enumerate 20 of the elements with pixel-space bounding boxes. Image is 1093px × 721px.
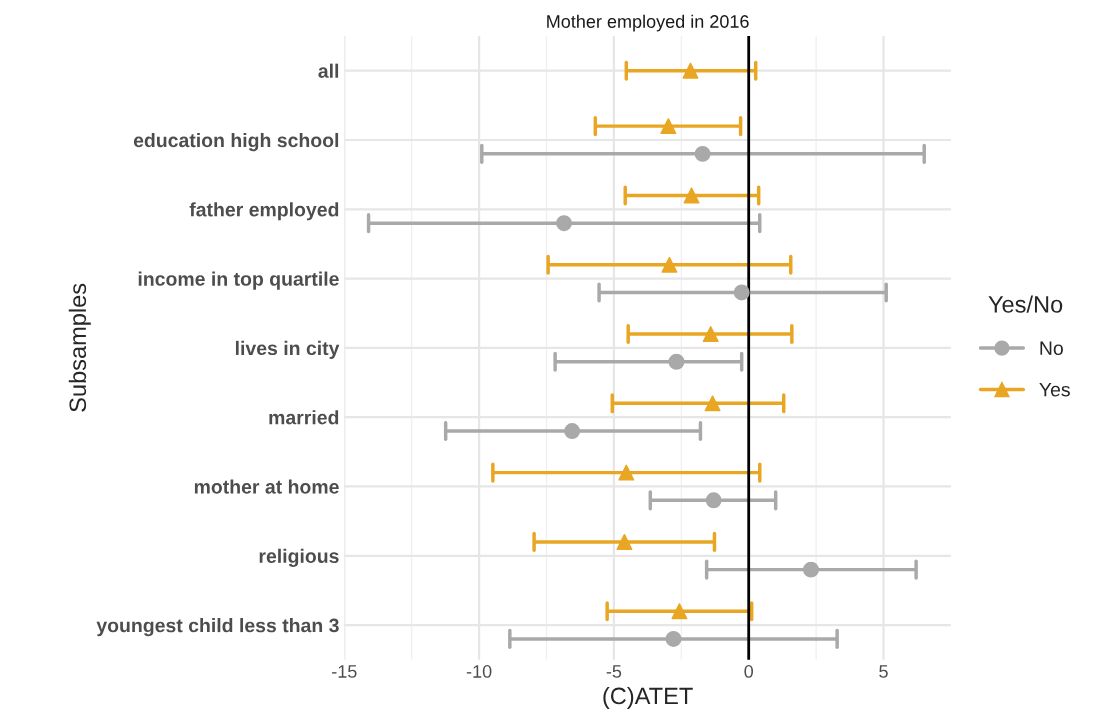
- x-axis-title: (C)ATET: [603, 686, 693, 709]
- y-tick-label: youngest child less than 3: [96, 618, 339, 637]
- x-tick-label: -15: [332, 665, 357, 678]
- y-tick-label: religious: [259, 548, 339, 567]
- y-axis-title: Subsamples: [68, 283, 91, 412]
- x-tick-label: 5: [879, 665, 888, 678]
- legend-label: No: [1040, 341, 1063, 356]
- x-tick-label: 0: [744, 665, 754, 678]
- y-tick-label: lives in city: [235, 340, 340, 359]
- legend-title: Yes/No: [988, 295, 1063, 313]
- legend-label: Yes: [1039, 382, 1070, 397]
- y-tick-label: all: [318, 63, 339, 78]
- y-tick-label: income in top quartile: [138, 271, 339, 290]
- y-tick-label: father employed: [189, 202, 339, 221]
- x-tick-label: -5: [606, 665, 622, 678]
- y-tick-label: education high school: [133, 132, 339, 152]
- x-tick-label: -10: [466, 665, 492, 678]
- chart-title: Mother employed in 2016: [547, 14, 749, 32]
- y-tick-label: mother at home: [194, 479, 339, 494]
- y-tick-label: married: [269, 410, 339, 425]
